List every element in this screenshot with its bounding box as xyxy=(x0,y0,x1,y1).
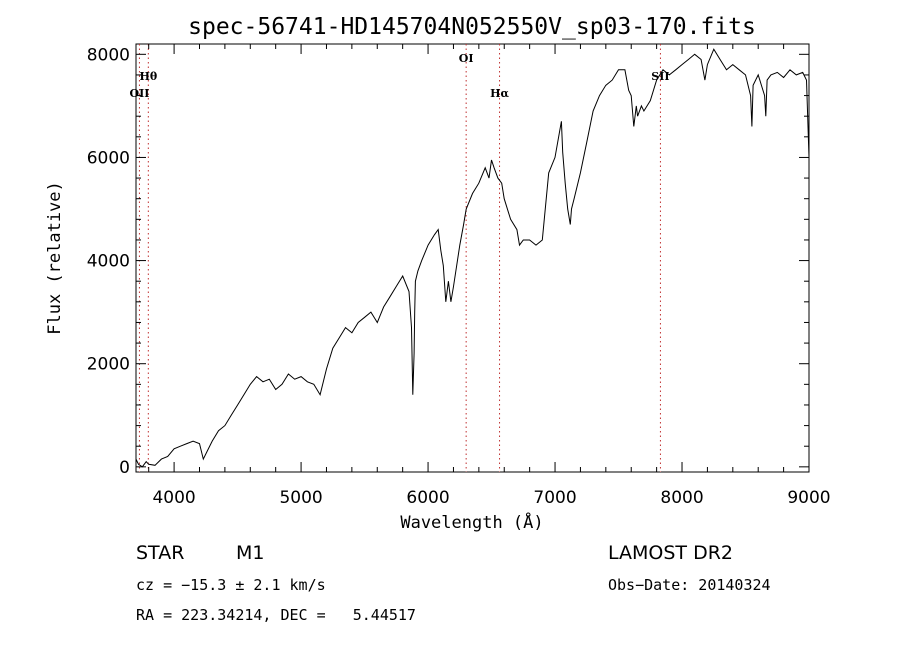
y-tick-label: 6000 xyxy=(87,148,130,168)
emission-line-markers: Hθ OII OI Hα SII xyxy=(129,44,670,472)
x-axis-title: Wavelength (Å) xyxy=(400,511,543,533)
x-tick-label: 4000 xyxy=(152,488,195,508)
x-tick-label: 9000 xyxy=(787,488,830,508)
line-marker-label: Hθ xyxy=(139,70,157,83)
y-tick-label: 0 xyxy=(119,458,130,478)
line-marker-label: Hα xyxy=(490,87,509,100)
spectrum-line xyxy=(135,48,810,468)
coordinates: RA = 223.34214, DEC = 5.44517 xyxy=(136,606,416,624)
obs-date: Obs−Date: 20140324 xyxy=(608,576,771,594)
line-marker-label: OI xyxy=(459,52,474,65)
survey-name: LAMOST DR2 xyxy=(608,542,733,564)
x-tick-label: 7000 xyxy=(533,488,576,508)
x-tick-label: 8000 xyxy=(660,488,703,508)
redshift-info: cz = −15.3 ± 2.1 km/s xyxy=(136,576,326,594)
chart-title: spec-56741-HD145704N052550V_sp03-170.fit… xyxy=(188,14,756,40)
line-marker-label: OII xyxy=(129,87,149,100)
y-tick-labels: 0 2000 4000 6000 8000 xyxy=(87,45,130,478)
x-tick-labels: 4000 5000 6000 7000 8000 9000 xyxy=(152,488,830,508)
object-class: STAR xyxy=(136,542,184,564)
x-tick-label: 5000 xyxy=(279,488,322,508)
y-axis-title: Flux (relative) xyxy=(45,181,65,335)
axis-ticks xyxy=(136,44,810,472)
y-tick-label: 8000 xyxy=(87,45,130,65)
object-subclass: M1 xyxy=(236,542,264,564)
y-tick-label: 4000 xyxy=(87,252,130,272)
plot-frame xyxy=(135,43,810,473)
y-tick-label: 2000 xyxy=(87,355,130,375)
line-marker-label: SII xyxy=(651,70,669,83)
x-tick-label: 6000 xyxy=(406,488,449,508)
